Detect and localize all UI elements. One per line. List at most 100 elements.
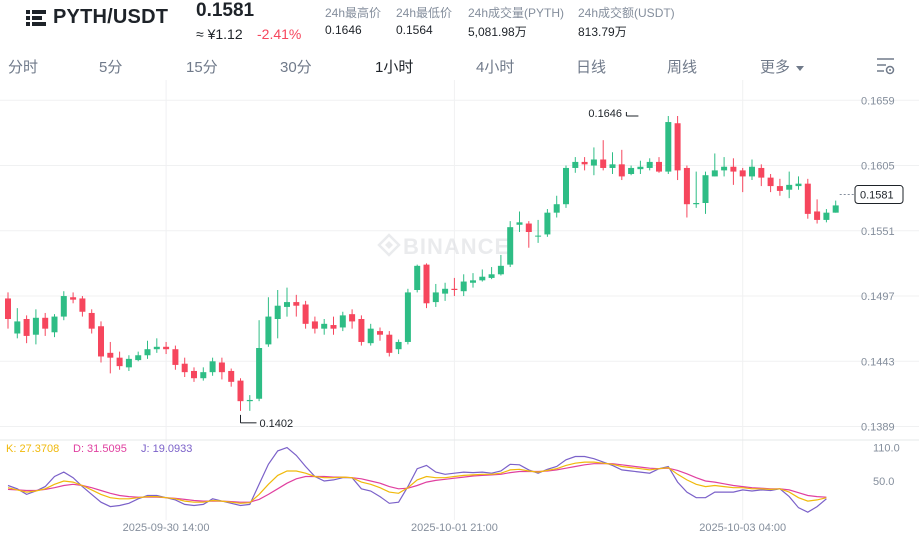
candle[interactable] <box>721 157 728 177</box>
candle[interactable] <box>665 116 672 174</box>
candle[interactable] <box>786 171 793 199</box>
candle[interactable] <box>516 211 523 232</box>
candle[interactable] <box>525 221 532 248</box>
candle[interactable] <box>172 345 179 370</box>
candle[interactable] <box>330 316 337 335</box>
candle[interactable] <box>656 157 662 173</box>
candle[interactable] <box>153 338 160 353</box>
candle[interactable] <box>116 351 123 370</box>
candle[interactable] <box>228 368 235 387</box>
tab-1d[interactable]: 日线 <box>576 59 607 76</box>
candle[interactable] <box>377 327 383 341</box>
candle[interactable] <box>200 367 207 381</box>
candle[interactable] <box>209 357 216 376</box>
candle[interactable] <box>358 315 365 346</box>
candle[interactable] <box>144 340 151 359</box>
candle[interactable] <box>432 283 439 307</box>
candle[interactable] <box>321 319 328 335</box>
candle[interactable] <box>293 294 300 317</box>
candle[interactable] <box>23 315 30 344</box>
candle[interactable] <box>544 209 551 237</box>
tab-1w[interactable]: 周线 <box>667 59 698 76</box>
candle[interactable] <box>581 157 588 171</box>
candle[interactable] <box>590 147 597 176</box>
candle[interactable] <box>535 219 542 243</box>
candle[interactable] <box>563 165 569 208</box>
candle[interactable] <box>311 316 318 334</box>
candle[interactable] <box>758 164 765 187</box>
candle[interactable] <box>804 178 811 219</box>
candle[interactable] <box>60 291 67 321</box>
candle[interactable] <box>618 149 625 181</box>
candle[interactable] <box>386 331 393 357</box>
candle[interactable] <box>730 158 737 185</box>
candle[interactable] <box>14 308 21 339</box>
candle[interactable] <box>832 200 839 213</box>
candle[interactable] <box>488 267 495 280</box>
candle[interactable] <box>79 296 86 317</box>
candle[interactable] <box>218 357 225 380</box>
candle[interactable] <box>442 282 449 301</box>
candle[interactable] <box>191 367 197 382</box>
candle[interactable] <box>646 158 653 171</box>
tab-1h[interactable]: 1小时 <box>375 59 414 76</box>
candle[interactable] <box>795 176 802 190</box>
candle[interactable] <box>507 221 514 268</box>
more-intervals-dropdown[interactable]: 更多 <box>760 56 805 77</box>
candle[interactable] <box>302 300 309 329</box>
candle[interactable] <box>42 312 49 336</box>
candle[interactable] <box>70 292 77 304</box>
price-chart-area[interactable]: BINANCE 0.1659 0.1605 0.1551 0.1497 0.1443 0.… <box>0 80 919 545</box>
candle[interactable] <box>423 263 430 309</box>
candle[interactable] <box>395 339 402 355</box>
candle[interactable] <box>600 140 607 171</box>
candle[interactable] <box>265 297 272 347</box>
candle[interactable] <box>460 274 467 297</box>
candle[interactable] <box>163 341 170 355</box>
candle[interactable] <box>404 288 411 345</box>
candle[interactable] <box>814 199 821 224</box>
candle[interactable] <box>414 264 421 293</box>
candle[interactable] <box>51 314 58 338</box>
candle[interactable] <box>479 269 486 282</box>
candle[interactable] <box>125 355 132 371</box>
candle[interactable] <box>88 309 95 334</box>
candle[interactable] <box>274 290 281 339</box>
candle[interactable] <box>284 287 290 317</box>
candle[interactable] <box>497 254 504 276</box>
candle[interactable] <box>451 277 458 297</box>
candle[interactable] <box>693 171 700 208</box>
candle[interactable] <box>367 323 374 346</box>
candle[interactable] <box>628 165 635 176</box>
tab-5m[interactable]: 5分 <box>99 59 123 76</box>
candle[interactable] <box>32 309 39 345</box>
candle[interactable] <box>749 159 755 181</box>
candle[interactable] <box>711 153 718 177</box>
candle[interactable] <box>5 292 11 329</box>
candle[interactable] <box>609 152 616 174</box>
candle[interactable] <box>246 395 253 411</box>
candle[interactable] <box>823 209 830 223</box>
candle[interactable] <box>256 320 263 402</box>
candle[interactable] <box>739 167 746 193</box>
candle[interactable] <box>572 157 579 173</box>
tab-4h[interactable]: 4小时 <box>476 59 515 76</box>
pair-title[interactable]: PYTH/USDT <box>53 6 169 28</box>
candle[interactable] <box>470 273 476 288</box>
candle[interactable] <box>702 171 709 214</box>
candle[interactable] <box>683 165 690 218</box>
candlestick-chart[interactable]: BINANCE 0.16590.16050.15510.14970.14430.… <box>0 80 919 545</box>
tab-time-sharing[interactable]: 分时 <box>8 59 39 76</box>
candle[interactable] <box>637 160 644 174</box>
candle[interactable] <box>767 174 774 193</box>
tab-15m[interactable]: 15分 <box>186 59 218 76</box>
candle[interactable] <box>98 321 104 363</box>
candle[interactable] <box>349 309 356 329</box>
candle[interactable] <box>553 195 560 218</box>
candle[interactable] <box>135 351 142 362</box>
candle[interactable] <box>237 378 244 411</box>
candle[interactable] <box>181 357 188 377</box>
candle[interactable] <box>776 178 783 196</box>
candle[interactable] <box>674 116 681 181</box>
candle[interactable] <box>107 341 114 374</box>
